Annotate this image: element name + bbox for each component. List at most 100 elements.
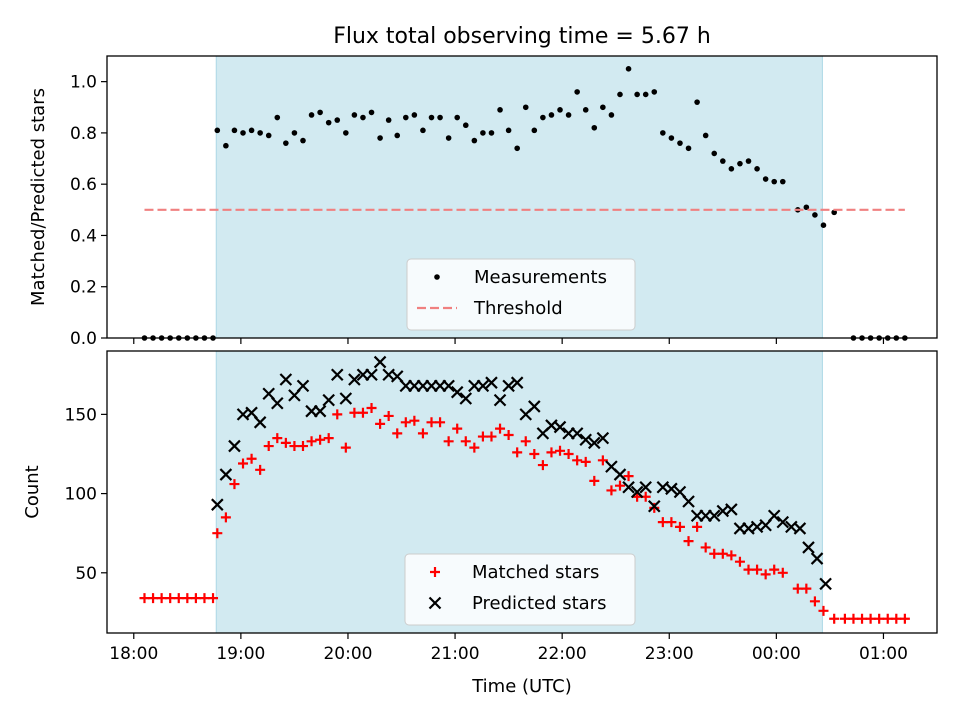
matched-star-point: [666, 517, 677, 528]
predicted-star-point: [442, 379, 455, 393]
measurement-point: [820, 222, 827, 228]
predicted-star-point: [228, 439, 241, 453]
matched-star-point: [173, 593, 184, 604]
matched-star-point: [520, 436, 531, 447]
matched-star-point: [555, 445, 566, 456]
measurement-point: [248, 127, 255, 134]
measurement-point: [737, 160, 743, 167]
matched-star-point: [818, 605, 829, 616]
legend-entry-label: Matched stars: [472, 562, 599, 583]
measurement-point: [803, 204, 810, 211]
matched-star-point: [280, 437, 291, 448]
measurement-point: [437, 114, 443, 121]
measurement-point: [214, 127, 221, 134]
predicted-star-point: [476, 379, 490, 393]
predicted-star-point: [450, 385, 464, 399]
matched-star-point: [809, 596, 820, 607]
predicted-star-point: [707, 509, 721, 523]
predicted-star-point: [647, 499, 661, 513]
matched-star-point: [848, 613, 859, 624]
matched-star-point: [726, 550, 737, 561]
x-tick-label: 01:00: [859, 644, 908, 664]
predicted-star-point: [682, 495, 695, 508]
measurement-point: [514, 145, 520, 152]
matched-star-point: [315, 434, 326, 445]
matched-star-point: [777, 567, 788, 578]
y-tick-label: 0.6: [70, 175, 97, 195]
matched-star-point: [357, 407, 368, 418]
measurement-point: [625, 66, 632, 72]
predicted-star-point: [322, 393, 335, 407]
measurement-point: [351, 112, 358, 118]
matched-star-point: [495, 423, 506, 434]
x-tick-label: 00:00: [752, 644, 801, 664]
measurement-point: [642, 91, 649, 98]
measurement-point: [283, 140, 289, 146]
measurement-point: [360, 114, 366, 121]
predicted-star-point: [553, 420, 567, 434]
matched-star-point: [589, 475, 600, 486]
measurement-point: [651, 89, 658, 95]
matched-star-point: [865, 613, 876, 624]
legend-swatch-predicted: [428, 596, 442, 610]
legend-box: [404, 553, 636, 626]
matched-star-point: [148, 593, 159, 604]
matched-star-point: [220, 512, 231, 523]
matched-star-point: [709, 548, 720, 559]
measurement-point: [754, 166, 760, 172]
y-tick-label: 0.4: [70, 226, 97, 246]
measurement-point: [720, 158, 726, 164]
matched-star-point: [769, 564, 780, 575]
y-tick-label: 50: [75, 564, 97, 584]
predicted-star-point: [776, 515, 790, 529]
matched-star-point: [512, 447, 523, 458]
matched-star-point: [486, 431, 497, 442]
measurement-point: [308, 112, 315, 118]
matched-star-point: [212, 528, 223, 539]
matched-star-point: [839, 613, 850, 624]
matched-star-point: [882, 613, 893, 624]
matched-star-point: [246, 453, 257, 464]
matched-star-point: [460, 436, 471, 447]
predicted-star-point: [767, 509, 781, 523]
measurement-point: [428, 114, 435, 121]
measurement-point: [812, 212, 818, 218]
measurement-point: [582, 107, 589, 113]
measurement-point: [694, 99, 700, 105]
matched-star-point: [400, 417, 411, 428]
measurement-point: [480, 130, 486, 136]
matched-star-point: [165, 593, 176, 604]
measurement-point: [403, 114, 409, 121]
predicted-star-point: [622, 480, 635, 494]
matched-star-point: [829, 613, 840, 624]
measurement-point: [377, 135, 383, 141]
predicted-star-point: [639, 480, 652, 494]
matched-star-point: [857, 613, 868, 624]
predicted-star-point: [793, 522, 807, 535]
predicted-star-point: [493, 393, 507, 407]
measurement-point: [445, 135, 452, 141]
matched-star-point: [752, 564, 763, 575]
predicted-star-point: [373, 355, 387, 369]
predicted-star-point: [219, 468, 233, 481]
predicted-star-point: [485, 376, 498, 389]
legend-entry-label: Measurements: [474, 267, 607, 288]
measurement-point: [334, 117, 341, 123]
measurement-point: [831, 209, 837, 216]
predicted-star-point: [613, 468, 627, 481]
matched-star-point: [306, 436, 317, 447]
matched-star-point: [614, 480, 625, 491]
predicted-star-point: [279, 373, 293, 386]
matched-star-point: [503, 429, 514, 440]
measurement-point: [617, 91, 623, 98]
matched-star-point: [182, 593, 193, 604]
measurement-point: [677, 140, 683, 146]
measurement-point: [505, 127, 512, 134]
top-legend: Measurements Threshold: [406, 258, 636, 331]
matched-star-point: [139, 593, 150, 604]
matched-star-point: [717, 548, 728, 559]
bottom-plot-marks: [139, 355, 910, 624]
matched-star-point: [156, 593, 167, 604]
matched-star-point: [366, 403, 377, 414]
measurement-point: [779, 178, 786, 185]
